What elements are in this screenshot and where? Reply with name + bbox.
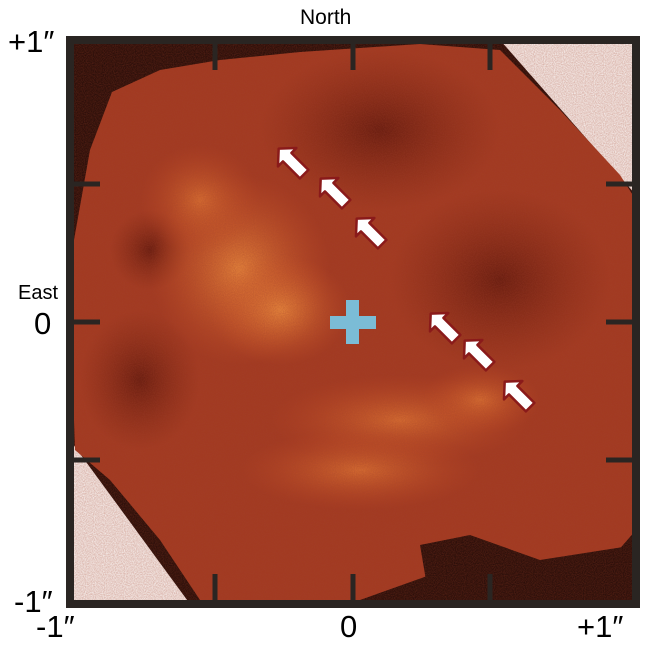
tick-marks <box>70 40 636 604</box>
x-tick-left-label: -1″ <box>36 609 75 644</box>
arrow-3 <box>354 216 388 250</box>
x-tick-right-label: +1″ <box>577 609 624 644</box>
arrow-4 <box>428 311 462 345</box>
x-tick-center-label: 0 <box>340 609 358 644</box>
y-tick-center-label: 0 <box>34 306 52 341</box>
center-cross <box>330 300 376 344</box>
arrow-markers <box>276 146 536 413</box>
y-tick-top-label: +1″ <box>8 24 55 59</box>
arrow-5 <box>462 338 496 372</box>
y-tick-bottom-label: -1″ <box>14 584 53 619</box>
arrow-6 <box>502 379 536 413</box>
arrow-2 <box>318 176 352 210</box>
arrow-1 <box>276 146 310 180</box>
north-label: North <box>300 6 352 29</box>
east-label: East <box>18 282 59 304</box>
